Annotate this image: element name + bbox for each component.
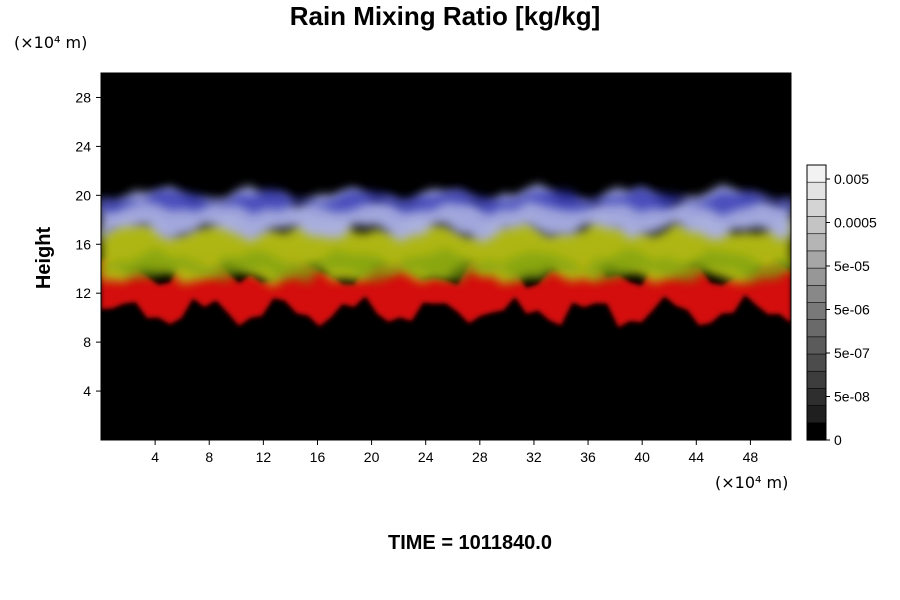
colorbar-segment [806,267,827,286]
colorbar-segment [806,181,827,200]
colorbar-segment [806,164,827,183]
plot-area [100,72,792,441]
colorbar-label: 5e-07 [834,345,870,361]
x-axis-ticks: 4 8 12 16 20 24 28 32 36 40 44 48 [151,440,758,465]
y-axis-label: Height [33,227,55,290]
y-tick-label: 12 [75,285,91,301]
x-tick-label: 8 [205,449,213,465]
chart-title: Rain Mixing Ratio [kg/kg] [290,1,601,31]
y-tick-label: 4 [83,383,91,399]
colorbar-label: 0.0005 [834,215,877,231]
y-tick-label: 24 [75,138,91,154]
colorbar-segment [806,302,827,321]
y-tick-label: 8 [83,334,91,350]
colorbar-segment [806,250,827,269]
colorbar-label: 5e-05 [834,258,870,274]
x-tick-label: 48 [743,449,759,465]
y-unit-label: (×10⁴ m) [14,33,87,52]
colorbar-frame [806,164,827,441]
colorbar-segment [806,353,827,372]
data-layers [101,183,791,328]
colorbar-segment [806,388,827,407]
colorbar-segment [806,199,827,218]
colorbar-segment [806,422,827,441]
colorbar-segment [806,233,827,252]
x-tick-label: 28 [472,449,488,465]
layer-lower [101,254,791,328]
colorbar-segment [806,336,827,355]
colorbar-segment [806,370,827,390]
x-tick-label: 32 [526,449,542,465]
layer-middle-lower-edge [101,248,791,284]
x-tick-label: 44 [689,449,705,465]
x-tick-label: 40 [634,449,650,465]
colorbar-segment [806,405,827,424]
x-tick-label: 36 [580,449,596,465]
y-axis-ticks: 4 8 12 16 20 24 28 [75,89,101,399]
x-tick-label: 16 [310,449,326,465]
x-unit-label: (×10⁴ m) [715,473,788,492]
colorbar: 0.005 0.0005 5e-05 5e-06 5e-07 5e-08 0 [806,164,877,448]
x-tick-label: 20 [364,449,380,465]
colorbar-label: 5e-08 [834,389,870,405]
x-tick-label: 24 [418,449,434,465]
x-tick-label: 4 [151,449,159,465]
y-tick-label: 20 [75,187,91,203]
layer-upper-edge [101,187,791,216]
plot-frame [100,72,792,441]
colorbar-label: 0 [834,432,842,448]
colorbar-segment [806,216,827,235]
y-tick-label: 28 [75,89,91,105]
time-label: TIME = 1011840.0 [388,532,552,554]
colorbar-label: 5e-06 [834,302,870,318]
y-tick-label: 16 [75,236,91,252]
colorbar-segment [806,319,827,338]
colorbar-segment [806,285,827,304]
x-tick-label: 12 [256,449,272,465]
colorbar-label: 0.005 [834,171,869,187]
